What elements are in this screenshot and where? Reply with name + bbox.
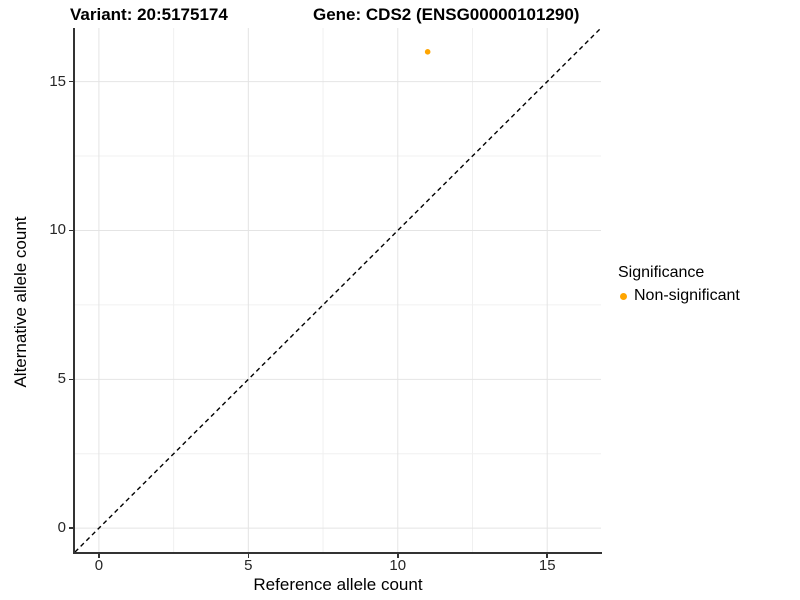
y-axis-label: Alternative allele count bbox=[11, 216, 30, 388]
gene-title: Gene: CDS2 (ENSG00000101290) bbox=[313, 5, 580, 24]
x-tick-label: 5 bbox=[244, 557, 253, 574]
legend-title: Significance bbox=[618, 264, 705, 281]
x-axis-line bbox=[73, 552, 602, 554]
x-tick-mark bbox=[546, 554, 548, 558]
x-tick-label: 0 bbox=[94, 557, 104, 574]
y-tick-mark bbox=[69, 80, 73, 83]
legend-entries: Non-significant bbox=[612, 286, 740, 306]
x-tick-mark bbox=[397, 554, 399, 558]
legend-label: Non-significant bbox=[634, 287, 740, 304]
data-point bbox=[424, 49, 431, 55]
x-tick-label: 10 bbox=[389, 557, 407, 574]
plot-panel bbox=[74, 27, 602, 553]
y-tick-label: 15 bbox=[49, 72, 66, 90]
y-tick-label: 5 bbox=[57, 370, 66, 388]
x-axis-label: Reference allele count bbox=[253, 575, 423, 594]
legend-entry: Non-significant bbox=[612, 286, 740, 306]
y-tick-label: 0 bbox=[57, 519, 66, 537]
x-tick-label: 15 bbox=[538, 557, 556, 574]
y-tick-mark bbox=[69, 378, 73, 381]
y-tick-mark bbox=[69, 229, 73, 232]
y-tick-mark bbox=[69, 527, 73, 529]
variant-title: Variant: 20:5175174 bbox=[70, 5, 228, 24]
scatter-plot-canvas bbox=[74, 27, 602, 553]
x-tick-mark bbox=[247, 554, 250, 558]
legend-point-icon bbox=[619, 292, 627, 300]
identity-line bbox=[74, 27, 602, 553]
legend-key bbox=[612, 292, 634, 300]
y-axis-line bbox=[73, 28, 75, 554]
y-tick-label: 10 bbox=[49, 221, 66, 239]
x-tick-mark bbox=[98, 554, 100, 558]
legend: Significance Non-significant bbox=[612, 264, 740, 306]
